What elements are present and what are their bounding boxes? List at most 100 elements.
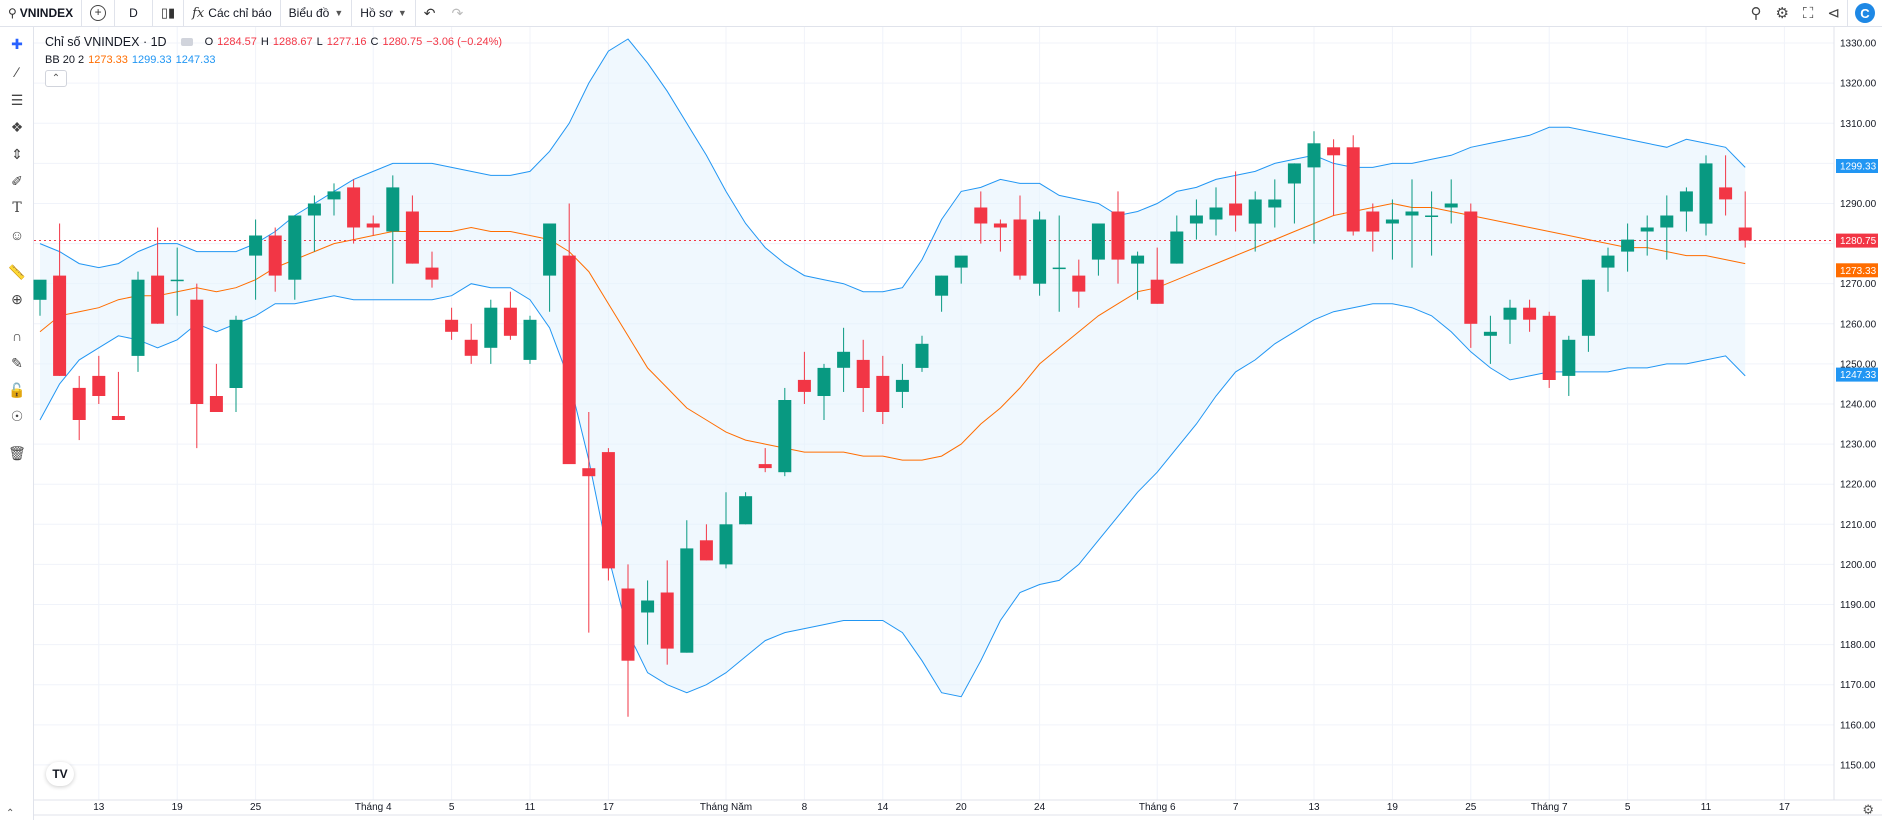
candle [641, 580, 655, 645]
candle [307, 195, 321, 252]
candle [1640, 215, 1654, 256]
low-label: L [316, 36, 323, 48]
eye-icon: ☉ [10, 407, 24, 424]
settings-icon: ⚙ [1775, 5, 1789, 22]
change-value: −3.06 (−0.24%) [426, 36, 503, 48]
candle-body [915, 343, 929, 368]
candle-body [1150, 279, 1164, 304]
candle-body [151, 275, 165, 324]
candle-body [1189, 215, 1203, 224]
candle [915, 335, 929, 372]
price-badges: 1299.33 1280.75 1273.33 1247.33 [1836, 159, 1878, 382]
share-button[interactable]: ⊲ [1820, 0, 1848, 26]
ruler-tool[interactable]: 📏 [6, 261, 28, 283]
collapse-legend-button[interactable]: ⌃ [45, 70, 67, 87]
candle-body [660, 592, 674, 649]
chart-style-button[interactable]: ▯▮ [153, 0, 185, 26]
candle [758, 448, 772, 473]
candle-body [1327, 147, 1341, 156]
top-right-actions: ⚲ ⚙ ⛶ ⊲ C [1743, 0, 1882, 26]
lock-tool[interactable]: 🔓 [6, 379, 28, 401]
candle-body [1719, 187, 1733, 200]
candle-body [1660, 215, 1674, 228]
candle-body [954, 255, 968, 268]
candle [582, 412, 596, 633]
magnet-icon: ∩ [11, 328, 23, 344]
candle-body [288, 215, 302, 280]
candle-body [1385, 219, 1399, 224]
visibility-tool[interactable]: ☉ [6, 405, 28, 427]
time-tick-label: Tháng 7 [1531, 802, 1568, 813]
profile-menu-button[interactable]: Hồ sơ ▼ [352, 0, 416, 26]
candle [562, 203, 576, 465]
time-tick-label: 11 [1701, 802, 1712, 813]
candle [699, 524, 713, 561]
pattern-tool[interactable]: ❖ [6, 116, 28, 138]
candle [739, 492, 753, 525]
candle [1444, 179, 1458, 224]
zoom-button[interactable]: ⚲ [1743, 0, 1768, 26]
fullscreen-button[interactable]: ⛶ [1796, 0, 1821, 26]
candle [1189, 199, 1203, 240]
candles [33, 131, 1752, 717]
candle [817, 363, 831, 421]
undo-button[interactable]: ↶ [416, 0, 444, 26]
price-tick-label: 1310.00 [1840, 119, 1877, 130]
candle [445, 307, 459, 340]
indicators-button[interactable]: fx Các chỉ báo [184, 0, 281, 26]
redo-button[interactable]: ↷ [443, 0, 471, 26]
candle [719, 492, 733, 569]
candle [993, 219, 1007, 252]
axis-settings-button[interactable]: ⚙ [1862, 802, 1874, 818]
legend-more-icon[interactable] [180, 38, 193, 46]
crosshair-tool[interactable]: ✚ [6, 33, 28, 55]
emoji-tool[interactable]: ☺ [6, 224, 28, 246]
candle [837, 327, 851, 392]
time-tick-label: 5 [1625, 802, 1631, 813]
candle [1248, 191, 1262, 252]
logo-button[interactable]: C [1848, 0, 1882, 26]
candle [1581, 279, 1595, 352]
chevron-down-icon: ▼ [334, 8, 344, 18]
add-symbol-button[interactable]: + [82, 0, 116, 26]
price-tick-label: 1240.00 [1840, 400, 1877, 411]
interval-button[interactable]: D [115, 0, 153, 26]
candle-body [1033, 219, 1047, 284]
candle-body [425, 267, 439, 280]
brush-tool[interactable]: ✐ [6, 170, 28, 192]
lock-drawing-tool[interactable]: ✎ [6, 352, 28, 374]
candle [33, 279, 47, 316]
candle-body [1679, 191, 1693, 212]
candle [1229, 171, 1243, 232]
text-tool[interactable]: T [6, 197, 28, 219]
tradingview-logo[interactable]: TV [46, 762, 74, 786]
delete-tool[interactable]: 🗑 [6, 442, 28, 464]
symbol-search-button[interactable]: ⚲ VNINDEX [0, 0, 83, 26]
bb-legend-row[interactable]: BB 20 2 1273.33 1299.33 1247.33 [45, 51, 502, 69]
hide-toolbar-button[interactable]: ⌃ [6, 808, 14, 819]
watermark-text: TV [52, 767, 68, 781]
chart-menu-button[interactable]: Biểu đồ ▼ [281, 0, 353, 26]
candle [268, 227, 282, 292]
candle-body [1111, 211, 1125, 260]
candle-body [1621, 239, 1635, 252]
zoom-in-tool[interactable]: ⊕ [6, 288, 28, 310]
price-axis[interactable]: 1150.00 1160.00 1170.00 1180.00 1190.00 1200.… [1833, 27, 1882, 800]
candle [131, 271, 145, 372]
candle [1170, 215, 1184, 264]
candle [72, 375, 86, 441]
horizontal-lines-tool[interactable]: ☰ [6, 89, 28, 111]
top-toolbar: ⚲ VNINDEX + D ▯▮ fx Các chỉ báo Biểu đồ … [0, 0, 1882, 27]
candle-body [92, 375, 106, 396]
time-axis[interactable]: 13 19 25 Tháng 4 5 11 17 Tháng Năm 8 14 20 24 Tháng … [34, 799, 1882, 816]
candle-body [856, 359, 870, 388]
settings-button[interactable]: ⚙ [1768, 0, 1795, 26]
magnet-tool[interactable]: ∩ [6, 325, 28, 347]
candle-body [307, 203, 321, 216]
add-symbol-icon: + [90, 5, 107, 21]
measure-range-tool[interactable]: ⇕ [6, 143, 28, 165]
trend-line-tool[interactable]: ∕ [6, 61, 28, 83]
measure-range-icon: ⇕ [11, 145, 23, 162]
